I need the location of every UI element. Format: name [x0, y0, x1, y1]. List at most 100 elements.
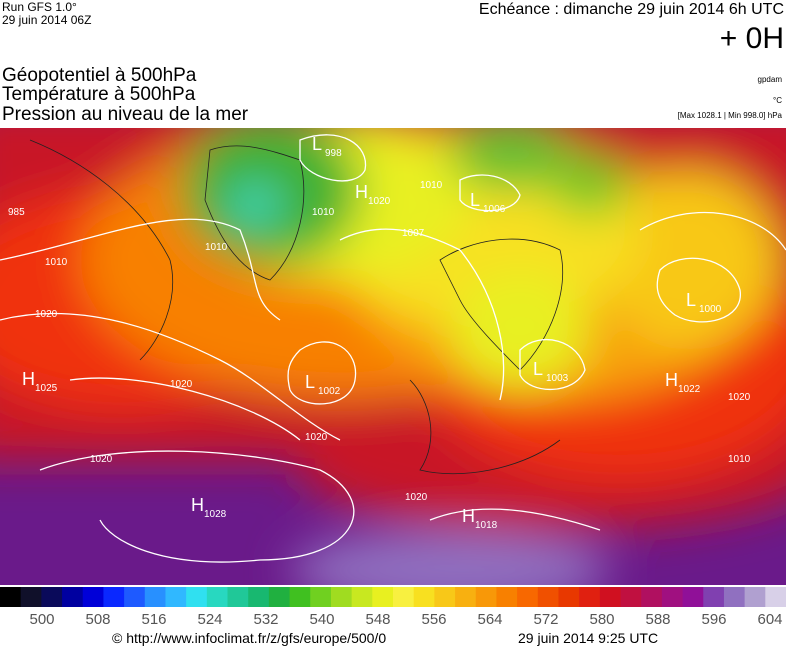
offset: + 0H [720, 22, 784, 55]
map-field [0, 128, 786, 585]
color-swatch [289, 587, 311, 607]
center-letter: H [355, 182, 368, 202]
color-swatch [41, 587, 63, 607]
run-date: 29 juin 2014 06Z [2, 13, 91, 27]
color-swatch [103, 587, 125, 607]
color-swatch [703, 587, 725, 607]
color-swatch [20, 587, 42, 607]
center-value: 1025 [35, 383, 58, 394]
color-swatch [393, 587, 415, 607]
color-swatch [144, 587, 166, 607]
center-letter: H [22, 369, 35, 389]
color-swatch [558, 587, 580, 607]
isobar-label: 1020 [90, 454, 113, 465]
center-value: 998 [325, 148, 342, 159]
isobar-label: 1010 [205, 242, 228, 253]
color-swatch [455, 587, 477, 607]
timestamp: 29 juin 2014 9:25 UTC [518, 630, 658, 646]
color-swatch [165, 587, 187, 607]
colorbar-tick-label: 500 [29, 611, 54, 628]
color-swatch [475, 587, 497, 607]
color-swatch [620, 587, 642, 607]
center-value: 1000 [699, 304, 722, 315]
isobar-label: 1020 [405, 492, 428, 503]
center-value: 1003 [546, 373, 569, 384]
field-label: Géopotentiel à 500hPa [2, 65, 197, 86]
colorbar-tick-label: 524 [197, 611, 222, 628]
center-letter: L [533, 359, 543, 379]
colorbar-tick-label: 532 [253, 611, 278, 628]
color-swatch [0, 587, 22, 607]
color-swatch [268, 587, 291, 607]
color-swatch [723, 587, 746, 607]
colorbar-tick-label: 564 [477, 611, 502, 628]
color-swatch [434, 587, 456, 607]
center-value: 1006 [483, 204, 506, 215]
isobar-label: 1010 [728, 454, 751, 465]
run-label: Run GFS 1.0° [2, 0, 77, 14]
colorbar-tick-label: 548 [365, 611, 390, 628]
isobar-label: 1020 [728, 392, 751, 403]
unit: gpdam [758, 75, 783, 84]
colorbar-tick-label: 508 [85, 611, 110, 628]
center-value: 1020 [368, 196, 391, 207]
center-letter: L [686, 290, 696, 310]
center-letter: L [305, 372, 315, 392]
isobar-label: 1020 [35, 309, 58, 320]
color-swatch [537, 587, 559, 607]
color-swatch [372, 587, 394, 607]
colorbar: 500 508 516 524 532 540 548 556 564 572 580 588 596 6… [0, 587, 786, 628]
isobar-label: 985 [8, 207, 25, 218]
center-letter: L [470, 190, 480, 210]
color-swatch [496, 587, 518, 607]
colorbar-tick-label: 588 [645, 611, 670, 628]
color-swatch [310, 587, 332, 607]
color-swatch [744, 587, 766, 607]
center-letter: H [191, 495, 204, 515]
unit: °C [773, 96, 782, 105]
colorbar-tick-label: 596 [701, 611, 726, 628]
field-label: Température à 500hPa [2, 84, 196, 105]
color-swatch [682, 587, 704, 607]
color-swatch [124, 587, 146, 607]
unit: [Max 1028.1 | Min 998.0] hPa [678, 111, 783, 120]
isobar-label: 1010 [45, 257, 68, 268]
isobar-label: 1010 [312, 207, 335, 218]
center-value: 1028 [204, 509, 227, 520]
isobar-label: 1020 [305, 432, 328, 443]
color-swatch [248, 587, 270, 607]
colorbar-tick-label: 580 [589, 611, 614, 628]
colorbar-tick-label: 604 [757, 611, 782, 628]
color-swatch [227, 587, 249, 607]
color-swatch [579, 587, 601, 607]
color-swatch [517, 587, 539, 607]
colorbar-tick-label: 572 [533, 611, 558, 628]
center-letter: L [312, 134, 322, 154]
center-letter: H [462, 506, 475, 526]
color-swatch [413, 587, 435, 607]
source-url: © http://www.infoclimat.fr/z/gfs/europe/… [112, 630, 386, 646]
color-swatch [330, 587, 353, 607]
color-swatch [186, 587, 208, 607]
isobar-label: 1007 [402, 228, 425, 239]
color-swatch [641, 587, 663, 607]
colorbar-tick-label: 556 [421, 611, 446, 628]
echeance: Echéance : dimanche 29 juin 2014 6h UTC [479, 1, 784, 18]
isobar-labels: 985 1010 1020 1020 1020 1020 1010 1007 1010 1010 1… [8, 180, 751, 503]
color-swatch [351, 587, 373, 607]
field-label: Pression au niveau de la mer [2, 104, 249, 125]
colorbar-tick-label: 516 [141, 611, 166, 628]
isobar-label: 1010 [420, 180, 443, 191]
center-value: 1018 [475, 520, 498, 531]
color-swatch [599, 587, 622, 607]
colorbar-tick-label: 540 [309, 611, 334, 628]
isobar-label: 1020 [170, 379, 193, 390]
center-letter: H [665, 370, 678, 390]
color-swatch [82, 587, 104, 607]
color-swatch [765, 587, 786, 607]
center-value: 1002 [318, 386, 341, 397]
color-swatch [206, 587, 229, 607]
